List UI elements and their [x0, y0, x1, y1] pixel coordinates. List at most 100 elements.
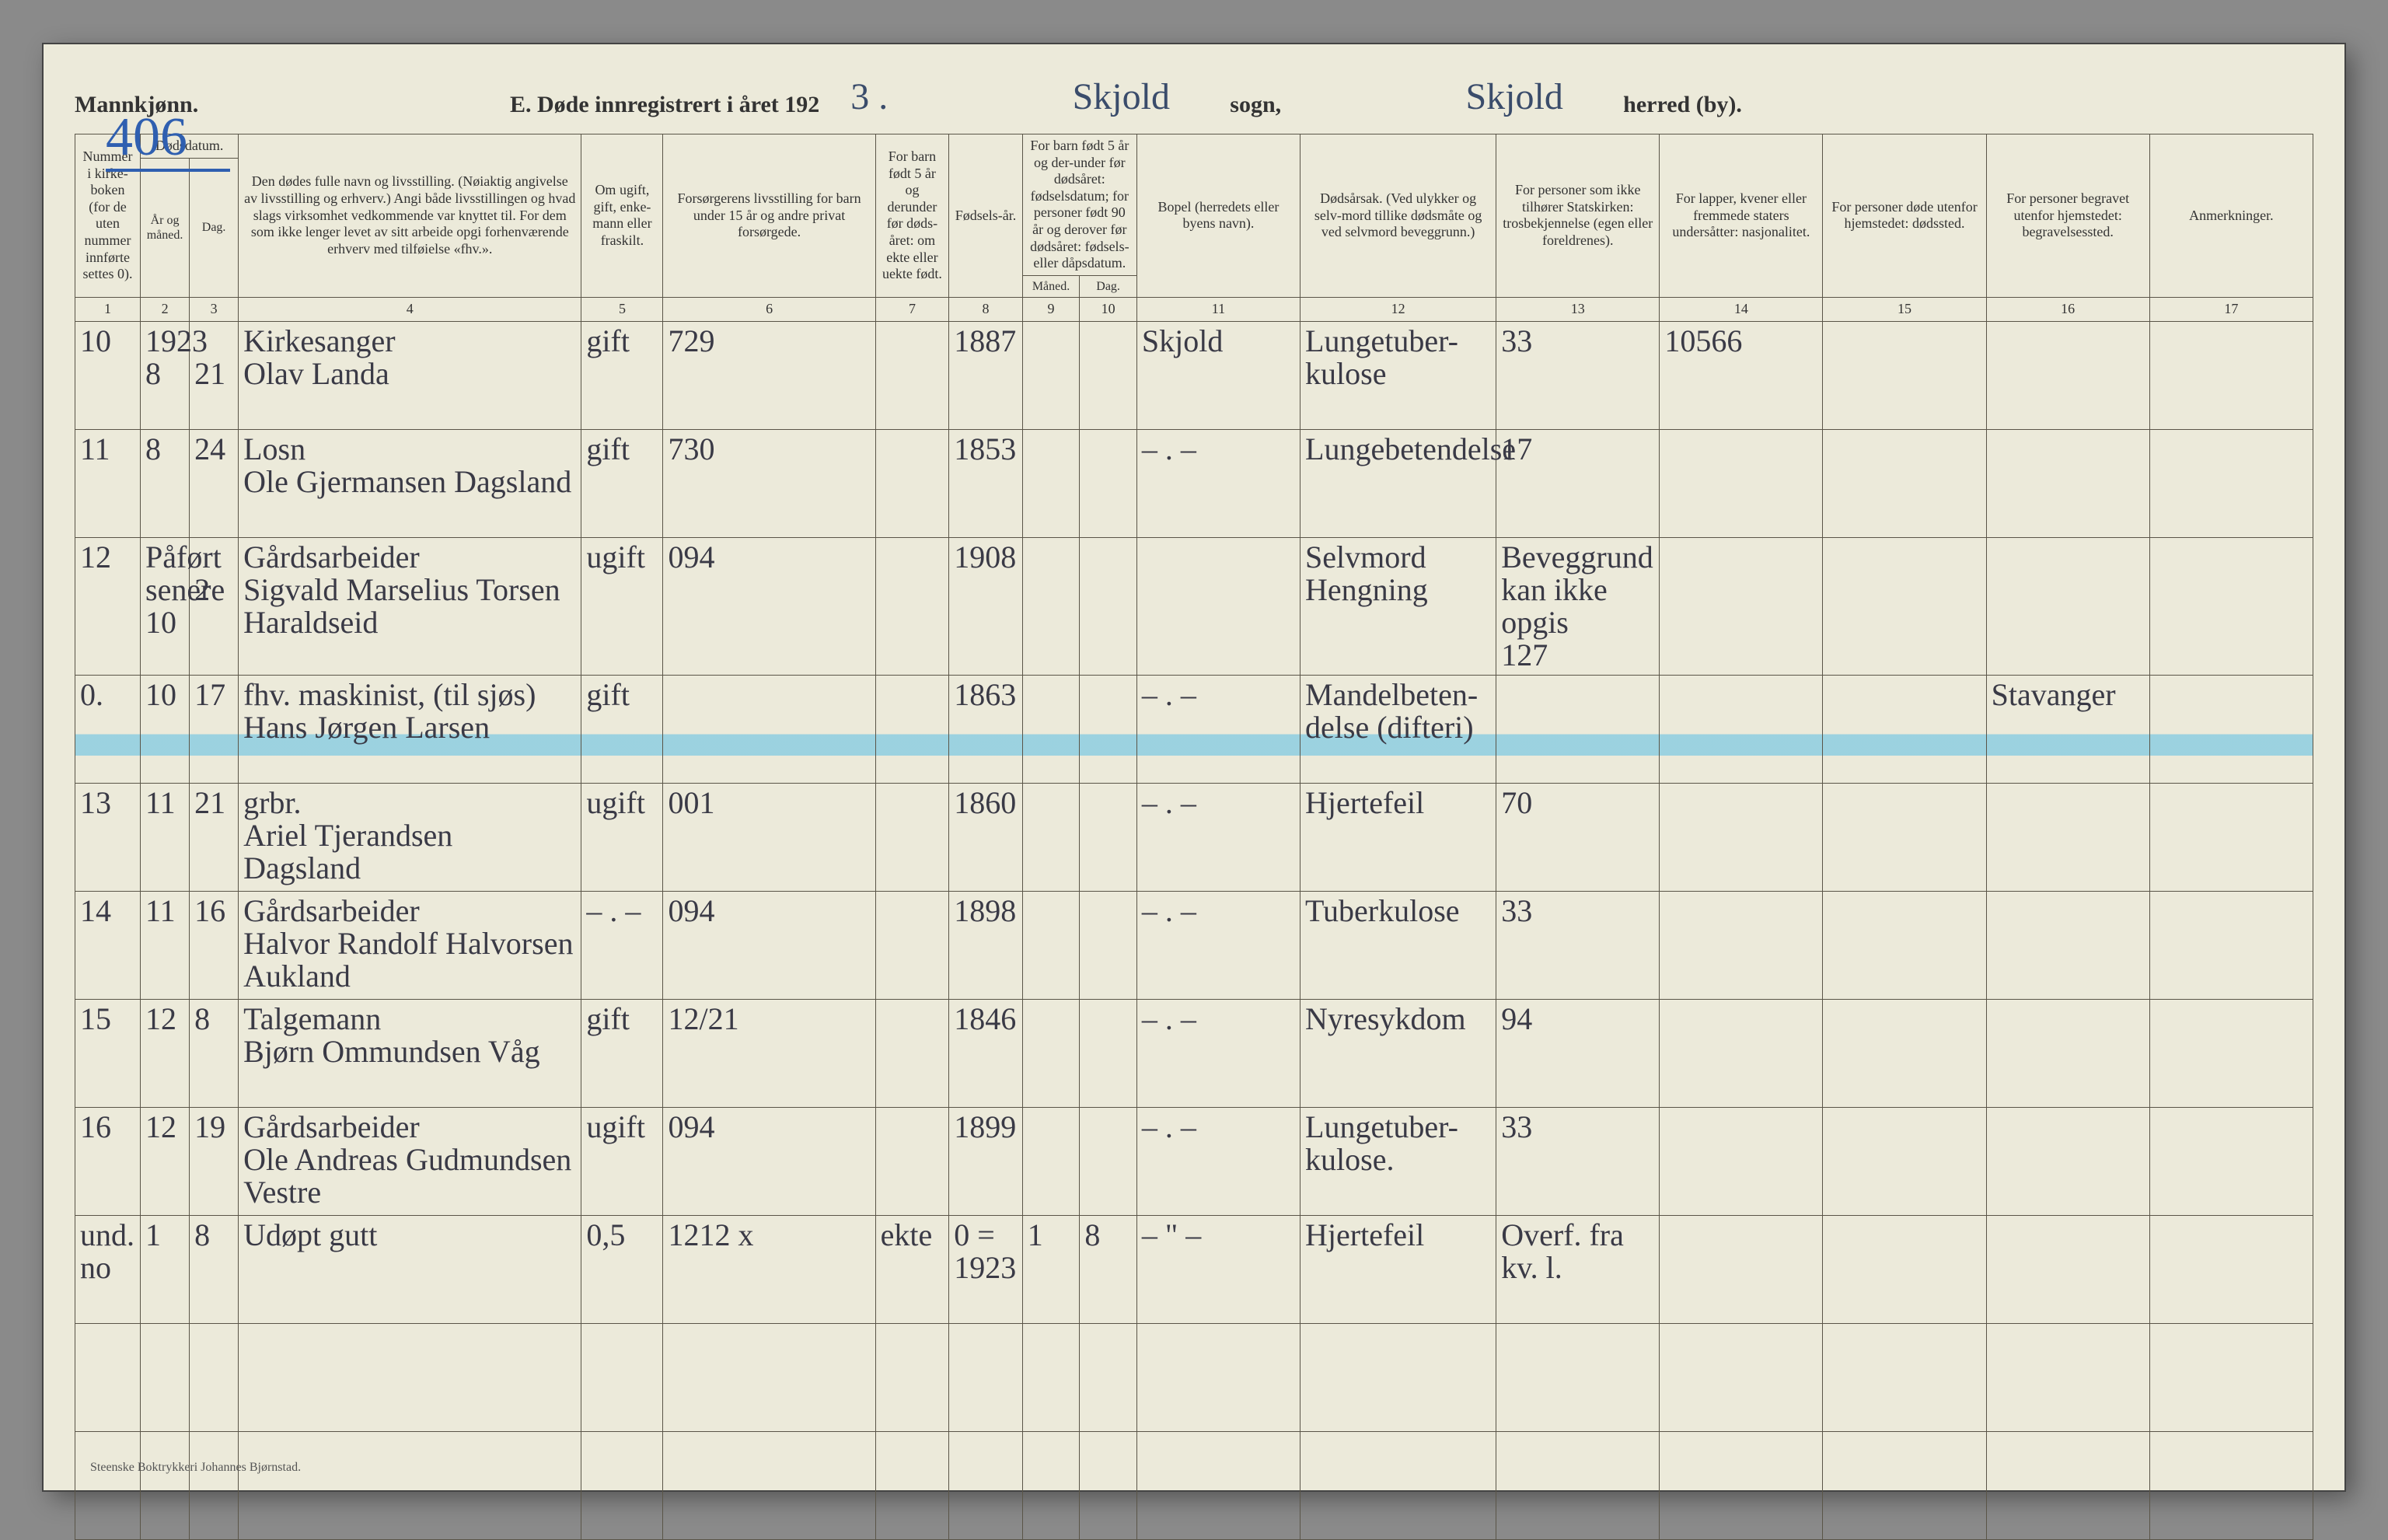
cell-c9	[1022, 537, 1080, 675]
cell-c10	[1080, 429, 1137, 537]
cell-c3: 24	[190, 429, 239, 537]
cell-c7	[875, 999, 949, 1107]
cell-c9	[1022, 999, 1080, 1107]
cell-c17	[2149, 429, 2313, 537]
cell-c13: 17	[1496, 429, 1660, 537]
cell-c9	[1022, 1107, 1080, 1215]
cell-c16	[1986, 1323, 2149, 1431]
cell-c7	[875, 537, 949, 675]
cell-c17	[2149, 675, 2313, 783]
cell-c15	[1823, 999, 1986, 1107]
table-row: 0.1017fhv. maskinist, (til sjøs) Hans Jø…	[75, 675, 2313, 783]
cell-c3: 16	[190, 891, 239, 999]
cell-c3: 8	[190, 999, 239, 1107]
table-header: Nummer i kirke-boken (for de uten nummer…	[75, 134, 2313, 322]
hdr-c8: Fødsels-år.	[949, 134, 1023, 298]
cell-c10	[1080, 675, 1137, 783]
cell-c3	[190, 1323, 239, 1431]
table-body: 101923 8 21Kirkesanger Olav Landagift729…	[75, 321, 2313, 1539]
cell-c8: 1860	[949, 783, 1023, 891]
cell-c13: Overf. fra kv. l.	[1496, 1215, 1660, 1323]
column-numbers: 1 2 3 4 5 6 7 8 9 10 11 12 13 14 15 16 1…	[75, 297, 2313, 321]
cell-c3: 17	[190, 675, 239, 783]
cell-c12: Lungebetendelse	[1300, 429, 1496, 537]
cell-c1: 16	[75, 1107, 141, 1215]
cell-c17	[2149, 1431, 2313, 1539]
cell-c10	[1080, 1431, 1137, 1539]
cell-c6: 730	[663, 429, 875, 537]
cell-c16	[1986, 891, 2149, 999]
cell-c4: grbr. Ariel Tjerandsen Dagsland	[239, 783, 581, 891]
cell-c11	[1136, 1431, 1300, 1539]
cell-c6: 094	[663, 891, 875, 999]
cell-c17	[2149, 999, 2313, 1107]
cell-c2	[141, 1431, 190, 1539]
cell-c4: Gårdsarbeider Ole Andreas Gudmundsen Ves…	[239, 1107, 581, 1215]
cell-c10	[1080, 537, 1137, 675]
hdr-c12: Dødsårsak. (Ved ulykker og selv-mord til…	[1300, 134, 1496, 298]
table-row: 15128Talgemann Bjørn Ommundsen Våggift12…	[75, 999, 2313, 1107]
cell-c7	[875, 1431, 949, 1539]
cell-c4	[239, 1431, 581, 1539]
cell-c8: 1898	[949, 891, 1023, 999]
cell-c10	[1080, 1323, 1137, 1431]
cell-c1: 10	[75, 321, 141, 429]
hdr-c7: For barn født 5 år og derunder før døds-…	[875, 134, 949, 298]
herred-label: herred (by).	[1623, 92, 1742, 118]
cell-c16	[1986, 1431, 2149, 1539]
hdr-c17: Anmerkninger.	[2149, 134, 2313, 298]
cell-c15	[1823, 1215, 1986, 1323]
hdr-c9: Måned.	[1022, 275, 1080, 297]
cell-c6	[663, 1431, 875, 1539]
cell-c4: Talgemann Bjørn Ommundsen Våg	[239, 999, 581, 1107]
cell-c13	[1496, 1323, 1660, 1431]
hdr-c13: For personer som ikke tilhører Statskirk…	[1496, 134, 1660, 298]
cell-c11	[1136, 1323, 1300, 1431]
cell-c12: Lungetuber- kulose	[1300, 321, 1496, 429]
cell-c5: 0,5	[581, 1215, 663, 1323]
cell-c14: 10566	[1660, 321, 1823, 429]
cell-c2: 11	[141, 783, 190, 891]
cell-c1: 0.	[75, 675, 141, 783]
cell-c6	[663, 675, 875, 783]
cell-c6	[663, 1323, 875, 1431]
cell-c2: 1	[141, 1215, 190, 1323]
hdr-c16: For personer begravet utenfor hjemstedet…	[1986, 134, 2149, 298]
cell-c7	[875, 675, 949, 783]
cell-c13: 94	[1496, 999, 1660, 1107]
cell-c12: Mandelbeten- delse (difteri)	[1300, 675, 1496, 783]
cell-c5	[581, 1431, 663, 1539]
cell-c12: Hjertefeil	[1300, 1215, 1496, 1323]
cell-c10	[1080, 891, 1137, 999]
cell-c2: 8	[141, 429, 190, 537]
cell-c12: Lungetuber- kulose.	[1300, 1107, 1496, 1215]
cell-c14	[1660, 429, 1823, 537]
cell-c15	[1823, 1107, 1986, 1215]
hdr-c3: Dag.	[190, 158, 239, 297]
page-number: 406	[106, 107, 230, 172]
cell-c15	[1823, 675, 1986, 783]
cell-c5: gift	[581, 999, 663, 1107]
cell-c3: 21	[190, 783, 239, 891]
cell-c12: Nyresykdom	[1300, 999, 1496, 1107]
cell-c9	[1022, 675, 1080, 783]
cell-c6: 12/21	[663, 999, 875, 1107]
cell-c14	[1660, 1323, 1823, 1431]
cell-c6: 001	[663, 783, 875, 891]
cell-c12: Hjertefeil	[1300, 783, 1496, 891]
cell-c5: gift	[581, 429, 663, 537]
cell-c1: 13	[75, 783, 141, 891]
cell-c17	[2149, 1215, 2313, 1323]
cell-c15	[1823, 1323, 1986, 1431]
cell-c14	[1660, 537, 1823, 675]
cell-c2: Påført senere 10	[141, 537, 190, 675]
cell-c15	[1823, 891, 1986, 999]
cell-c13: Beveggrund kan ikke opgis 127	[1496, 537, 1660, 675]
cell-c16: Stavanger	[1986, 675, 2149, 783]
cell-c17	[2149, 1107, 2313, 1215]
cell-c4: Losn Ole Gjermansen Dagsland	[239, 429, 581, 537]
cell-c13: 33	[1496, 891, 1660, 999]
cell-c13: 70	[1496, 783, 1660, 891]
cell-c14	[1660, 1431, 1823, 1539]
cell-c12: Selvmord Hengning	[1300, 537, 1496, 675]
